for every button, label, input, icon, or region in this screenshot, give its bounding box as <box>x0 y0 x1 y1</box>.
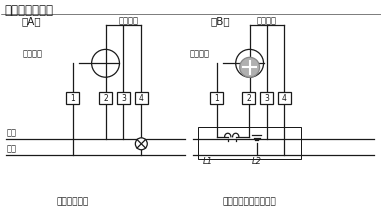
Text: 3: 3 <box>264 93 269 103</box>
Text: 4: 4 <box>139 93 144 103</box>
Bar <box>278 92 291 104</box>
Bar <box>99 92 112 104</box>
Text: 1: 1 <box>70 93 75 103</box>
Bar <box>210 92 223 104</box>
Circle shape <box>135 138 147 150</box>
Bar <box>66 92 79 104</box>
Text: 3: 3 <box>121 93 126 103</box>
Text: L2: L2 <box>252 157 262 166</box>
Text: 2: 2 <box>246 93 251 103</box>
Text: 电压线圈: 电压线圈 <box>118 17 138 26</box>
Text: L1: L1 <box>203 157 213 166</box>
Text: 2: 2 <box>103 93 108 103</box>
Text: 电流线圈: 电流线圈 <box>190 49 210 58</box>
Text: 直接接入电表: 直接接入电表 <box>57 197 89 206</box>
Bar <box>242 92 255 104</box>
Text: （B）: （B） <box>210 17 230 27</box>
Text: 经电流互感器接入电表: 经电流互感器接入电表 <box>223 197 277 206</box>
Circle shape <box>92 49 120 77</box>
Text: 1: 1 <box>214 93 219 103</box>
Text: 火线: 火线 <box>6 129 16 138</box>
Circle shape <box>236 49 264 77</box>
Text: （A）: （A） <box>21 17 41 27</box>
Text: 单相电表接线图: 单相电表接线图 <box>4 4 53 17</box>
Bar <box>135 92 148 104</box>
Bar <box>260 92 273 104</box>
Text: 零线: 零线 <box>6 145 16 154</box>
Text: 电压线圈: 电压线圈 <box>257 17 277 26</box>
Bar <box>198 127 301 159</box>
Text: 电流线圈: 电流线圈 <box>23 49 43 58</box>
Circle shape <box>240 57 259 77</box>
Text: 4: 4 <box>282 93 287 103</box>
Bar <box>117 92 130 104</box>
